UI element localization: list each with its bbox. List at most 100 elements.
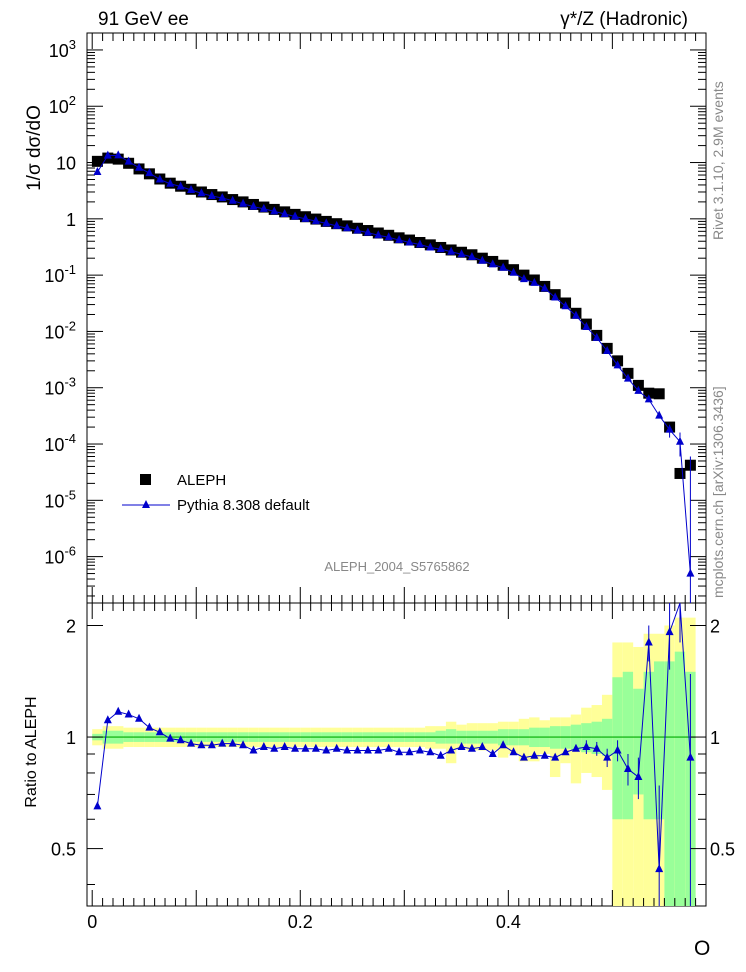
- ratio-point: [551, 752, 560, 761]
- ratio-axis-ticks: [87, 603, 706, 906]
- ratio-point: [436, 750, 445, 759]
- ratio-uncertainty-bands: [92, 617, 696, 906]
- ratio-point: [332, 743, 341, 752]
- pythia-point: [291, 211, 300, 220]
- x-tick-label: 0.2: [288, 912, 313, 932]
- ratio-point: [395, 747, 404, 756]
- legend-aleph-label: ALEPH: [177, 472, 226, 489]
- pythia-point: [103, 150, 112, 159]
- ratio-point: [644, 637, 653, 646]
- pythia-point: [259, 203, 268, 212]
- pythia-point: [332, 220, 341, 229]
- pythia-point: [93, 166, 102, 175]
- ratio-point: [311, 743, 320, 752]
- aleph-data-point: [643, 387, 655, 399]
- main-axis-ticks: [87, 32, 706, 603]
- pythia-point: [301, 213, 310, 222]
- ratio-point: [530, 750, 539, 759]
- ratio-point: [613, 745, 622, 754]
- y-tick-label: 10-6: [44, 544, 76, 568]
- pythia-point: [613, 360, 622, 369]
- ratio-band-inner: [581, 723, 592, 753]
- ratio-point: [187, 738, 196, 747]
- pythia-point: [655, 410, 664, 419]
- pythia-point: [135, 162, 144, 171]
- pythia-point: [540, 283, 549, 292]
- ratio-point: [145, 722, 154, 731]
- ratio-band-inner: [643, 671, 654, 820]
- pythia-point: [447, 246, 456, 255]
- y-tick-label: 10-1: [44, 262, 76, 286]
- pythia-point: [187, 185, 196, 194]
- ratio-point: [239, 740, 248, 749]
- ratio-band-inner: [653, 661, 665, 820]
- pythia-point: [561, 301, 570, 310]
- y-tick-label: 10: [56, 154, 76, 174]
- ratio-point: [374, 745, 383, 754]
- pythia-point: [467, 251, 476, 260]
- ratio-point: [93, 801, 102, 810]
- pythia-point: [353, 225, 362, 234]
- pythia-point: [415, 239, 424, 248]
- pythia-point: [176, 181, 185, 190]
- ratio-point: [426, 747, 435, 756]
- ratio-band-inner: [622, 671, 634, 820]
- y-tick-label: 102: [49, 93, 76, 117]
- main-plot-frame: [86, 32, 707, 604]
- ratio-line: [96, 602, 691, 870]
- ratio-mc-series: [93, 602, 695, 906]
- aleph-data-point: [112, 153, 124, 165]
- pythia-point: [228, 195, 237, 204]
- ratio-point: [540, 750, 549, 759]
- ratio-point: [103, 715, 112, 724]
- pythia-point: [426, 242, 435, 251]
- ratio-band-inner: [445, 729, 457, 744]
- pythia-point: [374, 230, 383, 239]
- ratio-point: [176, 735, 185, 744]
- ratio-band-inner: [674, 651, 686, 906]
- pythia-point: [571, 310, 580, 319]
- ratio-point: [155, 727, 164, 736]
- ratio-point: [166, 733, 175, 742]
- pythia-point: [436, 244, 445, 253]
- ratio-y-tick-label: 1: [66, 728, 76, 748]
- pythia-point: [499, 262, 508, 271]
- y-tick-label: 1: [66, 210, 76, 230]
- ratio-y-tick-label: 1: [710, 728, 720, 748]
- y-tick-label: 10-3: [44, 375, 76, 399]
- ratio-point: [499, 740, 508, 749]
- plot-title-left: 91 GeV ee: [98, 9, 189, 30]
- y-tick-label: 10-2: [44, 318, 76, 342]
- ratio-point: [447, 745, 456, 754]
- ratio-band-inner: [633, 688, 644, 795]
- ratio-point: [228, 738, 237, 747]
- pythia-point: [343, 223, 352, 232]
- ratio-y-axis-label: Ratio to ALEPH: [23, 696, 40, 807]
- x-tick-label: 0: [87, 912, 97, 932]
- pythia-point: [488, 259, 497, 268]
- pythia-point: [114, 150, 123, 159]
- ratio-band-inner: [591, 721, 602, 755]
- ratio-point: [124, 709, 133, 718]
- ratio-point: [270, 743, 279, 752]
- pythia-point: [270, 206, 279, 215]
- legend-pythia-marker: [142, 500, 150, 508]
- ratio-point: [467, 743, 476, 752]
- pythia-point: [239, 198, 248, 207]
- ratio-band-inner: [664, 661, 675, 906]
- pythia-point: [405, 237, 414, 246]
- ratio-point: [655, 864, 664, 873]
- rivet-version-text: Rivet 3.1.10, 2.9M events: [710, 81, 726, 240]
- pythia-line: [96, 154, 691, 574]
- pythia-point: [530, 277, 539, 286]
- ratio-y-tick-label: 2: [66, 616, 76, 636]
- pythia-point: [478, 255, 487, 264]
- x-axis-label: O: [694, 937, 710, 960]
- ratio-point: [634, 772, 643, 781]
- ratio-point: [457, 742, 466, 751]
- pythia-point: [166, 178, 175, 187]
- ratio-point: [384, 743, 393, 752]
- aleph-data-point: [622, 367, 634, 379]
- ratio-point: [207, 740, 216, 749]
